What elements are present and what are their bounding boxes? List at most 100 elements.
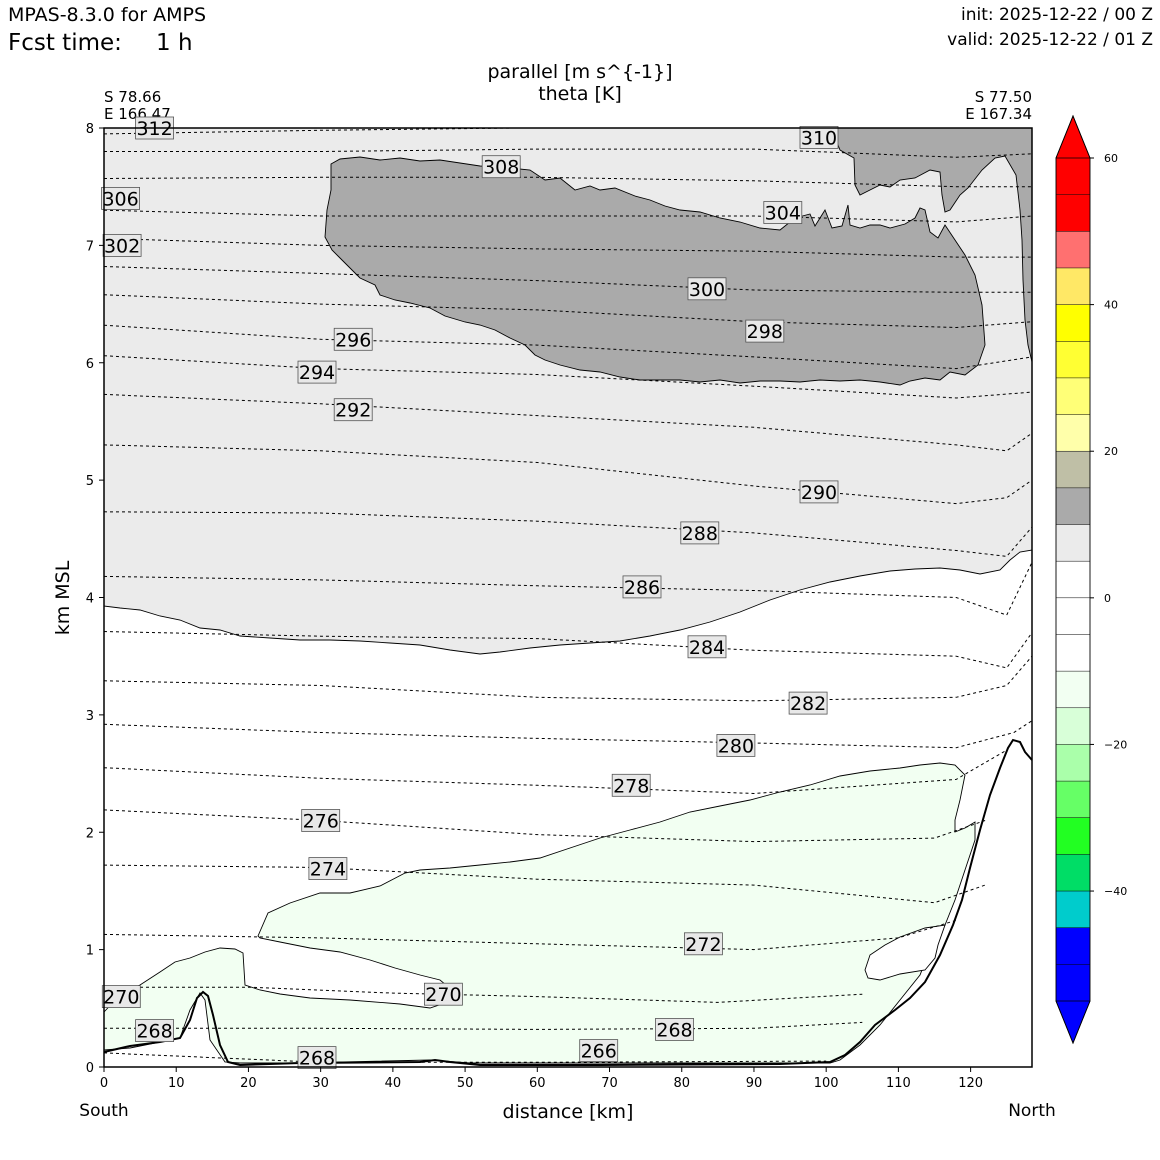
theta-label: 310 (799, 126, 839, 149)
colorbar-extend-high (1055, 114, 1091, 159)
theta-label-text: 294 (299, 362, 335, 384)
south-label: South (79, 1101, 128, 1121)
terrain-line (103, 738, 1033, 1067)
colorbar-segment (1056, 158, 1090, 195)
north-label: North (1008, 1101, 1056, 1121)
y-axis-label: km MSL (52, 560, 74, 635)
theta-contour-line (103, 919, 957, 951)
colorbar-tick-label: 60 (1104, 152, 1118, 165)
chart-subtitle: theta [K] (538, 83, 622, 105)
theta-label-box (763, 201, 803, 224)
colorbar-segment (1056, 854, 1090, 892)
theta-label-text: 312 (136, 118, 172, 140)
colorbar-extend-low (1055, 1000, 1091, 1045)
theta-contour-line (103, 655, 1033, 702)
theta-label-text: 306 (102, 188, 138, 210)
colorbar-tick-label: 0 (1104, 592, 1111, 605)
theta-label-box (135, 1019, 175, 1042)
theta-label-text: 284 (689, 637, 725, 659)
colorbar-segment (1056, 341, 1090, 378)
theta-label-box (684, 932, 723, 956)
theta-contour-line (103, 1052, 827, 1063)
colorbar-segment (1056, 707, 1090, 745)
colorbar-segment (1056, 377, 1090, 415)
theta-label-text: 310 (801, 127, 837, 149)
right-end-latitude: S 77.50 (974, 88, 1032, 106)
chart-title: parallel [m s^{-1}] (487, 61, 673, 83)
theta-label: 298 (745, 319, 785, 343)
y-tick-label: 0 (86, 1061, 94, 1076)
theta-label: 304 (763, 201, 803, 225)
colorbar-segment (1056, 927, 1090, 965)
colorbar-segment (1056, 891, 1090, 928)
colorbar-segment (1056, 781, 1090, 818)
theta-contour-line (104, 148, 1033, 158)
theta-label-box (745, 319, 785, 343)
theta-contour-line (103, 266, 1032, 293)
colorbar-segment (1056, 231, 1090, 268)
theta-label-box (716, 734, 756, 757)
theta-label: 278 (611, 773, 651, 797)
forecast-time-value: 1 h (156, 30, 193, 56)
theta-contour-line (103, 176, 1032, 188)
theta-contour-line (103, 393, 1033, 452)
colorbar-segment (1056, 561, 1090, 598)
colorbar-segment (1056, 304, 1090, 342)
y-tick-label: 3 (86, 709, 94, 724)
theta-label: 290 (799, 480, 839, 504)
theta-label: 294 (297, 360, 337, 384)
theta-label-box (481, 155, 521, 179)
theta-label-box (297, 360, 337, 384)
x-tick-label: 0 (100, 1076, 108, 1091)
theta-label-text: 270 (425, 984, 461, 1006)
theta-contour-line (103, 631, 1033, 669)
theta-label-box (799, 480, 839, 504)
theta-label-text: 276 (303, 811, 339, 833)
theta-label: 266 (579, 1039, 619, 1063)
colorbar-segment (1056, 744, 1090, 782)
theta-label-box (687, 277, 727, 301)
theta-label: 280 (716, 734, 756, 757)
theta-contour-line (103, 562, 1033, 616)
theta-label: 268 (655, 1018, 694, 1041)
theta-label-box (333, 327, 373, 351)
theta-contour-line (103, 324, 1033, 370)
theta-label-text: 268 (656, 1019, 692, 1041)
theta-label-text: 270 (103, 987, 139, 1009)
y-tick-label: 8 (86, 122, 94, 137)
theta-label-box (611, 773, 651, 797)
theta-label-box (297, 1046, 337, 1069)
theta-label-text: 282 (790, 693, 826, 715)
theta-label-text: 300 (689, 279, 725, 301)
y-tick-label: 7 (86, 239, 94, 254)
theta-label-text: 286 (624, 577, 660, 599)
theta-label: 286 (622, 575, 662, 599)
theta-contour-line (103, 237, 1032, 258)
theta-label-box (333, 398, 373, 422)
x-tick-label: 110 (886, 1076, 911, 1091)
theta-label-text: 288 (682, 523, 718, 545)
colorbar-segment (1056, 597, 1090, 635)
y-tick-label: 4 (86, 592, 94, 607)
y-tick-label: 5 (86, 474, 94, 489)
colorbar-outline (1055, 114, 1091, 1045)
colorbar-tick-label: −40 (1104, 885, 1127, 898)
left-end-latitude: S 78.66 (104, 88, 162, 106)
right-end-longitude: E 167.34 (965, 105, 1032, 123)
theta-contour-line (103, 864, 986, 904)
theta-label: 276 (301, 809, 341, 833)
y-tick-label: 2 (86, 826, 94, 841)
theta-label: 284 (687, 635, 727, 659)
theta-contour-line (103, 809, 986, 843)
theta-label-text: 302 (104, 235, 140, 257)
colorbar-tick-label: 20 (1104, 445, 1118, 458)
theta-label-box (423, 982, 463, 1006)
theta-label-box (622, 575, 662, 599)
theta-label-text: 292 (335, 400, 371, 422)
theta-label: 282 (788, 691, 828, 715)
theta-label: 274 (308, 857, 348, 881)
theta-label-box (687, 635, 727, 659)
theta-label: 268 (297, 1046, 337, 1070)
colorbar-segment (1056, 964, 1090, 1001)
x-tick-label: 120 (958, 1076, 983, 1091)
